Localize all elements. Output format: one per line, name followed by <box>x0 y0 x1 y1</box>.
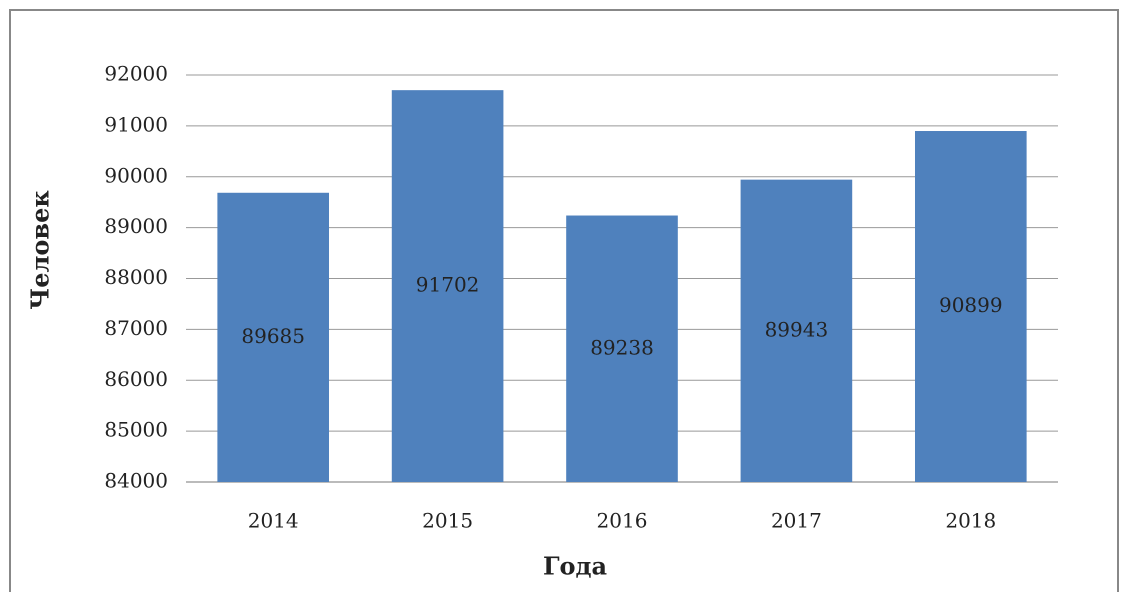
bar <box>391 90 504 482</box>
bar <box>914 131 1027 483</box>
x-tick-label: 2015 <box>422 509 473 533</box>
data-label: 89685 <box>241 324 305 348</box>
y-tick-label: 89000 <box>104 214 168 238</box>
data-label: 89943 <box>765 317 829 341</box>
y-tick-label: 90000 <box>104 163 168 187</box>
bar <box>217 192 330 482</box>
y-tick-label: 87000 <box>104 316 168 340</box>
data-label: 91702 <box>416 273 480 297</box>
data-label: 90899 <box>939 293 1003 317</box>
y-tick-label: 84000 <box>104 469 168 493</box>
data-label: 89238 <box>590 335 654 359</box>
x-tick-label: 2017 <box>771 509 822 533</box>
y-tick-label: 88000 <box>104 265 168 289</box>
y-tick-label: 91000 <box>104 112 168 136</box>
y-tick-label: 86000 <box>104 367 168 391</box>
bar <box>740 179 853 482</box>
y-tick-label: 92000 <box>104 62 168 86</box>
y-axis-title: Человек <box>26 190 55 310</box>
x-tick-label: 2018 <box>945 509 996 533</box>
x-tick-label: 2014 <box>248 509 299 533</box>
y-tick-label: 85000 <box>104 418 168 442</box>
x-axis-title: Года <box>543 552 607 581</box>
x-tick-label: 2016 <box>597 509 648 533</box>
bar <box>566 215 678 482</box>
